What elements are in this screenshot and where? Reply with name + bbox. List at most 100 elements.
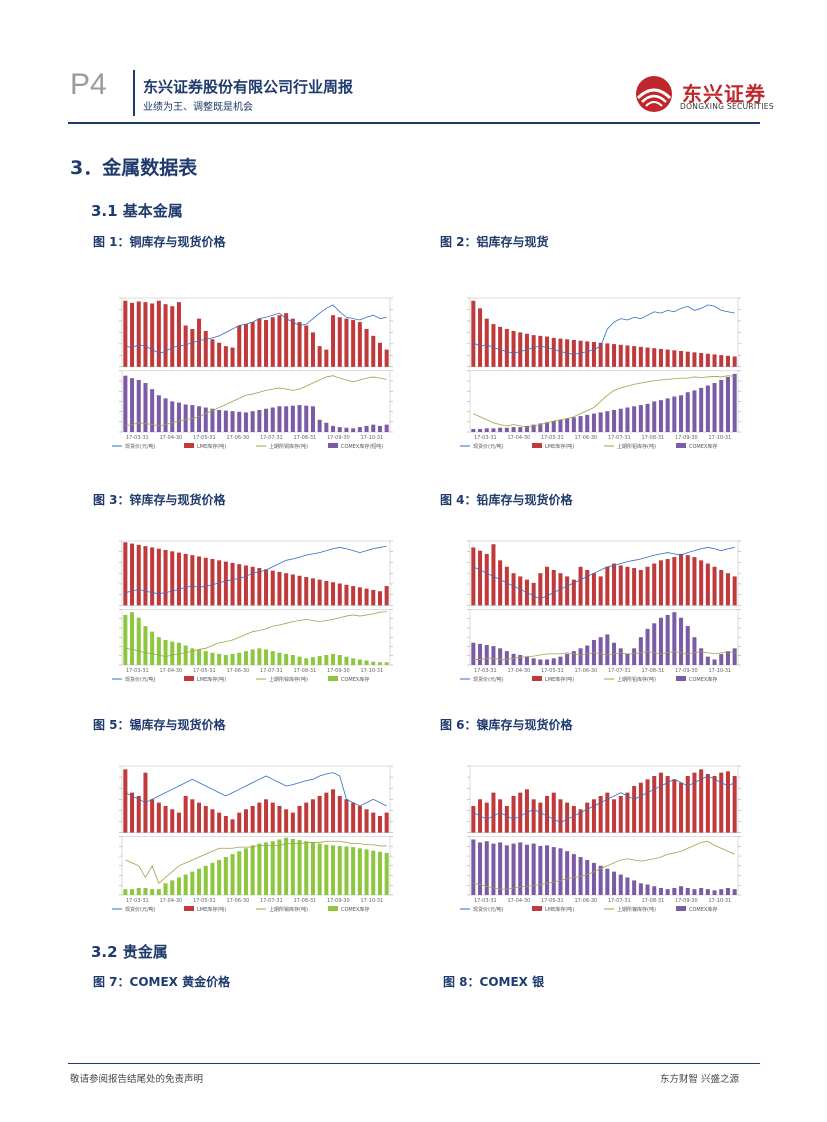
bar-top — [317, 795, 322, 833]
bar-top — [284, 809, 289, 833]
bar-bottom — [558, 656, 563, 665]
bar-top — [632, 785, 637, 833]
bar-bottom — [203, 865, 208, 895]
plot-frame-top — [469, 297, 739, 368]
header-rule — [68, 122, 760, 124]
legend-swatch — [184, 443, 194, 448]
bar-top — [712, 566, 717, 606]
bar-bottom — [237, 411, 242, 432]
bar-bottom — [357, 659, 362, 665]
legend-swatch — [184, 676, 194, 681]
bar-top — [504, 805, 509, 833]
bar-bottom — [317, 419, 322, 432]
bar-top — [310, 578, 315, 606]
bar-bottom — [297, 405, 302, 432]
bar-top — [551, 569, 556, 606]
bar-top — [237, 325, 242, 367]
bar-bottom — [264, 408, 269, 432]
bar-bottom — [243, 848, 248, 895]
bar-bottom — [658, 887, 663, 895]
bar-bottom — [250, 411, 255, 432]
bar-top — [384, 812, 389, 833]
footer-rule — [68, 1063, 760, 1064]
bar-bottom — [197, 649, 202, 665]
bar-bottom — [143, 626, 148, 665]
x-tick-label: 17-07-31 — [260, 898, 283, 904]
bar-bottom — [571, 651, 576, 665]
logo-text-cn: 东兴证券 — [682, 82, 766, 106]
bar-bottom — [725, 887, 730, 895]
bar-top — [585, 341, 590, 367]
bar-bottom — [264, 842, 269, 895]
bar-bottom — [371, 661, 376, 665]
inventory-line — [473, 651, 735, 660]
bar-bottom — [545, 845, 550, 895]
bar-bottom — [310, 657, 315, 665]
bar-top — [210, 339, 215, 367]
legend-label: 现货价(元/吨) — [125, 906, 156, 913]
bar-top — [170, 306, 175, 367]
bar-top — [357, 587, 362, 606]
bar-top — [176, 552, 181, 606]
bar-bottom — [524, 425, 529, 432]
bar-bottom — [163, 883, 168, 895]
aluminum-chart: 17-03-31 17-04-30 17-05-31 17-06-30 17-07-31… — [460, 297, 741, 450]
inventory-line — [125, 375, 387, 427]
bar-bottom — [672, 396, 677, 432]
legend-label: 现货价(元/吨) — [125, 443, 156, 450]
bar-bottom — [317, 843, 322, 895]
x-tick-label: 17-05-31 — [541, 668, 564, 674]
bar-bottom — [632, 648, 637, 665]
bar-bottom — [344, 427, 349, 432]
bar-top — [123, 300, 128, 367]
x-tick-label: 17-09-30 — [327, 435, 350, 441]
bar-bottom — [658, 400, 663, 432]
bar-top — [652, 775, 657, 833]
bar-bottom — [123, 375, 128, 432]
bar-top — [565, 576, 570, 606]
x-tick-label: 17-04-30 — [160, 668, 183, 674]
bar-top — [719, 569, 724, 606]
bar-bottom — [665, 889, 670, 895]
bar-top — [223, 815, 228, 833]
bar-top — [645, 347, 650, 367]
bar-top — [545, 566, 550, 606]
x-tick-label: 17-03-31 — [126, 898, 149, 904]
dongxing-logo-icon — [636, 76, 672, 112]
x-tick-label: 17-04-30 — [508, 435, 531, 441]
bar-top — [170, 809, 175, 833]
x-tick-label: 17-10-31 — [361, 668, 384, 674]
bar-bottom — [565, 851, 570, 895]
bar-top — [511, 331, 516, 367]
bar-bottom — [699, 387, 704, 432]
report-subtitle: 业绩为王、调整既是机会 — [143, 102, 253, 113]
section-heading-3-1: 3.1 基本金属 — [91, 202, 183, 220]
bar-bottom — [538, 845, 543, 895]
price-line — [473, 775, 735, 824]
bar-top — [538, 335, 543, 367]
bar-top — [163, 550, 168, 606]
legend-swatch — [328, 906, 338, 911]
bar-bottom — [511, 427, 516, 432]
x-tick-label: 17-05-31 — [541, 435, 564, 441]
bar-top — [150, 547, 155, 606]
x-tick-label: 17-09-30 — [675, 898, 698, 904]
x-tick-label: 17-10-31 — [709, 898, 732, 904]
bar-bottom — [679, 395, 684, 432]
bar-top — [243, 565, 248, 606]
bar-bottom — [705, 889, 710, 895]
bar-bottom — [625, 407, 630, 432]
bar-bottom — [217, 859, 222, 895]
bar-top — [331, 789, 336, 833]
plot-frame-top — [121, 297, 391, 368]
bar-bottom — [163, 639, 168, 665]
bar-bottom — [344, 656, 349, 665]
x-tick-label: 17-03-31 — [474, 435, 497, 441]
bar-bottom — [277, 839, 282, 895]
bar-bottom — [170, 880, 175, 895]
bar-top — [638, 569, 643, 606]
figure-caption-7: 图 7：COMEX 黄金价格 — [93, 975, 231, 989]
bar-bottom — [230, 854, 235, 895]
bar-top — [504, 328, 509, 367]
bar-top — [324, 792, 329, 833]
